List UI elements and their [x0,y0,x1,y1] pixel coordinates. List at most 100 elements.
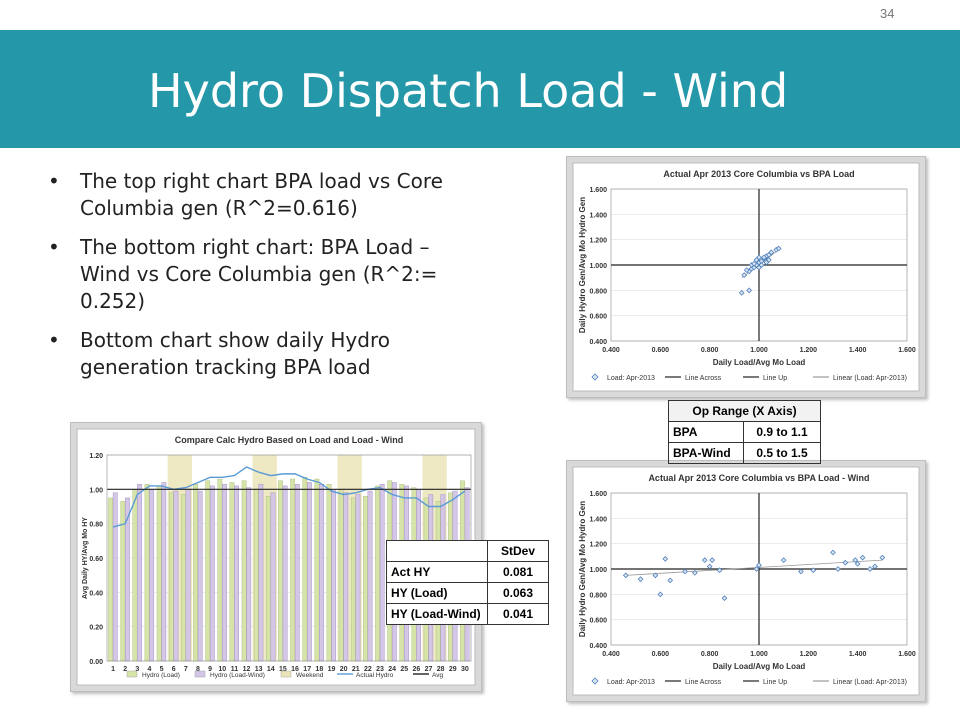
y-tick-label: 0.800 [589,288,607,295]
y-tick-label: 0.600 [589,618,607,625]
data-point [741,272,748,278]
scatter-chart-bottom-frame: Actual Apr 2013 Core Columbia vs BPA Loa… [566,460,926,702]
y-tick-label: 1.000 [589,263,607,270]
data-point [780,557,787,563]
bar-hydro-load [144,483,150,662]
bar-hydro-load-wind [319,483,324,662]
op-range-table: Op Range (X Axis) BPA 0.9 to 1.1 BPA-Win… [668,400,821,464]
bar-hydro-load-wind [306,482,312,662]
bar-hydro-load [375,485,380,662]
x-tick-label: 1.400 [849,651,867,658]
data-point [768,249,775,256]
scatter-chart-top-frame: Actual Apr 2013 Core Columbia vs BPA Loa… [566,156,926,398]
x-tick-label: 27 [425,666,433,673]
x-tick-label: 30 [461,666,469,673]
bar-hydro-load-wind [137,483,142,662]
bar-hydro-load [181,494,186,662]
x-tick-label: 13 [255,666,263,673]
x-tick-label: 21 [352,666,360,673]
y-tick-label: 0.00 [89,659,103,666]
chart-title: Compare Calc Hydro Based on Load and Loa… [175,435,403,445]
x-tick-label: 1 [111,666,115,673]
stdev-header: StDev [487,540,549,562]
bar-hydro-load-wind [331,489,337,662]
bar-hydro-load [326,483,332,662]
chart-area [572,162,920,392]
data-point [692,569,698,576]
x-tick-label: 28 [437,666,445,673]
y-axis-label: Daily Hydro Gen/Avg Mo Hydro Gen [578,197,587,333]
table-row: HY (Load) 0.063 [386,582,549,604]
data-point [682,568,688,575]
data-point [867,566,873,572]
x-tick-label: 16 [291,666,299,673]
data-point [753,566,760,572]
legend-label: Line Across [685,679,722,686]
x-axis-label: Daily Load/Avg Mo Load [713,358,806,367]
x-tick-label: 23 [376,666,384,673]
x-tick-label: 1.000 [750,347,768,354]
x-tick-label: 0.400 [602,651,620,658]
legend-label: Load: Apr-2013 [607,375,655,382]
y-tick-label: 0.800 [589,592,607,599]
table-cell: 0.041 [487,603,549,625]
bar-hydro-load [168,492,174,662]
data-point [751,260,757,267]
x-tick-label: 14 [267,666,275,673]
legend-swatch [126,670,138,678]
table-cell: 0.9 to 1.1 [743,421,821,443]
table-cell: 0.5 to 1.5 [743,442,821,464]
bullet-item: • The top right chart BPA load vs Core Co… [44,168,484,222]
x-tick-label: 6 [172,666,176,673]
title-bar [0,30,960,148]
x-tick-label: 1.600 [898,347,916,354]
legend-label: Line Up [763,375,787,382]
data-point [854,561,861,567]
bar-hydro-load [265,495,271,662]
y-tick-label: 0.20 [89,625,103,632]
y-tick-label: 0.60 [89,556,103,563]
x-tick-label: 26 [413,666,421,673]
bar-hydro-load-wind [367,490,373,662]
bar-hydro-load [278,480,283,662]
data-point [810,567,817,574]
y-axis-label: Daily Hydro Gen/Avg Mo Hydro Gen [578,501,587,637]
table-row: HY (Load-Wind) 0.041 [386,603,549,625]
bar-hydro-load-wind [282,485,288,662]
bar-hydro-load [290,478,296,662]
table-row: BPA-Wind 0.5 to 1.5 [668,442,821,464]
data-point [652,572,659,579]
legend-label: Avg [432,672,443,679]
legend-label: Line Across [685,375,722,382]
bar-hydro-load-wind [234,485,239,662]
x-tick-label: 1.600 [898,651,916,658]
x-tick-label: 5 [160,666,164,673]
table-cell: 0.063 [487,582,549,604]
bar-hydro-load-wind [209,485,215,662]
x-tick-label: 9 [208,666,212,673]
bar-hydro-load [217,478,223,662]
data-point [657,591,664,598]
x-tick-label: 24 [388,666,396,673]
bar-hydro-load-wind [355,494,361,662]
table-cell: BPA-Wind [668,442,744,464]
data-point [879,554,886,561]
legend-label: Linear (Load: Apr-2013) [833,679,907,686]
x-tick-label: 25 [400,666,408,673]
data-point [721,595,728,601]
data-point [756,562,762,569]
table-row: StDev [386,540,549,562]
x-tick-label: 4 [148,666,152,673]
bar-hydro-load [350,497,356,662]
bar-hydro-load [314,478,320,662]
legend-label: Hydro (Load-Wind) [210,672,265,679]
y-tick-label: 1.200 [589,542,607,549]
x-tick-label: 15 [279,666,287,673]
bar-hydro-load-wind [270,492,276,662]
x-tick-label: 1.000 [750,651,768,658]
bar-hydro-load-wind [161,482,167,662]
trend-line [625,559,883,576]
x-tick-label: 2 [123,666,127,673]
table-row: BPA 0.9 to 1.1 [668,421,821,443]
bar-hydro-load [363,495,368,662]
